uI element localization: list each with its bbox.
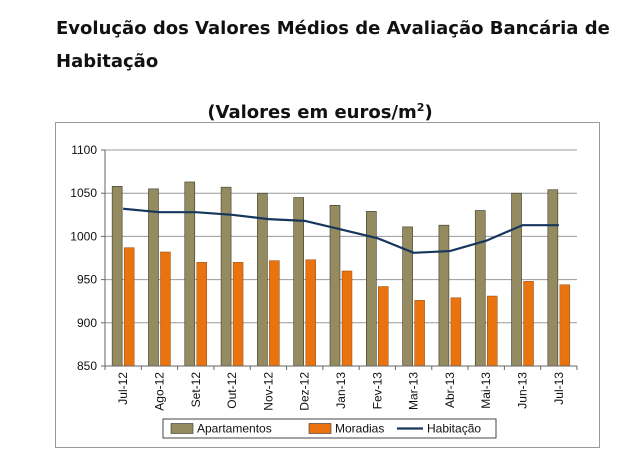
bar-moradias xyxy=(523,281,534,367)
x-tick-label: Jul-13 xyxy=(552,372,566,405)
x-tick-label: Set-12 xyxy=(189,372,203,408)
x-tick-label: Abr-13 xyxy=(443,372,457,408)
bar-apartamentos xyxy=(184,181,196,367)
bar-apartamentos xyxy=(111,185,123,367)
x-tick-label: Nov-12 xyxy=(261,372,275,411)
bar-apartamentos xyxy=(438,224,450,367)
bar-moradias xyxy=(450,297,462,367)
chart-title-text: (Valores em euros/m xyxy=(207,102,417,123)
bar-apartamentos xyxy=(293,197,304,367)
x-tick-label: Jul-12 xyxy=(116,372,130,405)
bar-moradias xyxy=(378,286,389,367)
bar-apartamentos xyxy=(474,210,486,367)
chart-title-suffix: ) xyxy=(424,102,433,123)
bar-apartamentos xyxy=(547,189,559,367)
bar-moradias xyxy=(487,295,498,367)
y-tick-label: 850 xyxy=(77,359,97,373)
x-tick-label: Out-12 xyxy=(225,372,239,409)
bar-moradias xyxy=(305,259,316,367)
y-tick-label: 1050 xyxy=(70,186,97,200)
bar-moradias xyxy=(414,300,425,367)
bar-moradias xyxy=(232,262,244,367)
bar-moradias xyxy=(559,284,571,367)
x-tick-label: Mai-13 xyxy=(479,372,493,409)
legend-swatch-moradias xyxy=(308,423,332,434)
bar-moradias xyxy=(160,251,171,367)
bar-apartamentos xyxy=(511,192,522,367)
x-tick-label: Jan-13 xyxy=(334,372,348,409)
legend-swatch-apartamentos xyxy=(170,423,194,434)
x-tick-label: Ago-12 xyxy=(152,372,166,411)
legend-label-moradias: Moradias xyxy=(335,422,384,436)
y-tick-label: 900 xyxy=(77,316,97,330)
chart-frame xyxy=(55,122,600,448)
y-tick-label: 1000 xyxy=(70,229,97,243)
bar-moradias xyxy=(269,260,280,367)
bar-moradias xyxy=(123,247,135,367)
chart: 850 900 950 1000 1050 1100 Jul-12 Ago-12 Set-12… xyxy=(55,122,600,448)
legend-label-habitacao: Habitação xyxy=(427,422,481,436)
x-tick-label: Mar-13 xyxy=(407,372,421,410)
bar-apartamentos xyxy=(402,226,413,367)
y-tick-label: 1100 xyxy=(71,143,97,157)
bar-moradias xyxy=(196,262,207,367)
x-tick-label: Dez-12 xyxy=(298,372,312,411)
x-tick-label: Jun-13 xyxy=(516,372,530,409)
x-tick-label: Fev-13 xyxy=(370,372,384,410)
legend: Apartamentos Moradias Habitação xyxy=(162,418,497,439)
legend-label-apartamentos: Apartamentos xyxy=(197,422,272,436)
bar-apartamentos xyxy=(366,211,377,367)
bar-apartamentos xyxy=(148,188,159,367)
chart-title-superscript: 2 xyxy=(416,101,425,114)
page-heading: Evolução dos Valores Médios de Avaliação… xyxy=(56,18,610,72)
line-habitacao xyxy=(123,207,559,254)
y-tick-label: 950 xyxy=(77,273,97,287)
bar-moradias xyxy=(341,270,353,367)
chart-title: (Valores em euros/m2) xyxy=(0,101,640,123)
